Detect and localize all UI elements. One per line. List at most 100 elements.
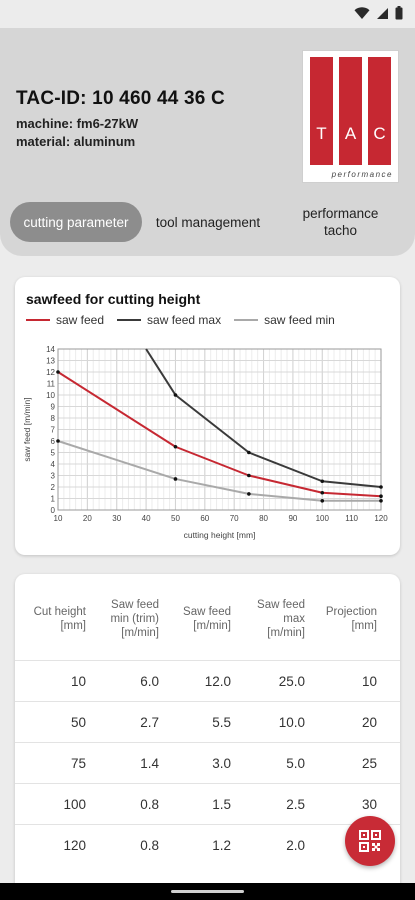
data-point: [173, 477, 178, 481]
column-header-saw-feed-min: Saw feed min (trim) [m/min]: [110, 599, 159, 639]
x-tick-label: 100: [316, 514, 330, 523]
y-tick-label: 14: [46, 345, 55, 354]
data-point: [247, 450, 251, 455]
x-tick-label: 10: [54, 514, 63, 523]
tab-performance-tacho[interactable]: performance tacho: [302, 206, 379, 238]
tab-bar: cutting parameter tool management perfor…: [10, 202, 410, 242]
home-gesture-handle[interactable]: [171, 890, 244, 893]
y-tick-label: 11: [47, 380, 56, 389]
system-nav-bar: [0, 883, 415, 900]
y-tick-label: 2: [51, 483, 56, 492]
svg-text:T: T: [316, 124, 326, 143]
tab-tool-management[interactable]: tool management: [155, 214, 261, 230]
legend-label: saw feed min: [264, 313, 335, 327]
wifi-icon: [354, 6, 370, 19]
series-line-0: [57, 371, 382, 498]
saw-feed-min-cell: 1.4: [140, 756, 159, 771]
saw-feed-cell: 1.2: [212, 838, 231, 853]
chart-card: sawfeed for cutting height saw feed saw …: [15, 277, 400, 555]
column-header-cut-height: Cut height [mm]: [33, 606, 86, 632]
header-panel: TAC-ID: 10 460 44 36 C machine: fm6-27kW…: [0, 28, 415, 256]
svg-text:performance: performance: [331, 170, 393, 179]
legend-label: saw feed: [56, 313, 105, 327]
legend-item-saw-feed[interactable]: saw feed: [26, 313, 104, 327]
cut-height-cell: 100: [63, 797, 86, 812]
svg-text:C: C: [373, 124, 385, 143]
y-axis-label: saw feed [m/min]: [22, 397, 32, 461]
x-axis-label: cutting height [mm]: [184, 530, 256, 540]
data-point: [320, 490, 325, 495]
saw-feed-cell: 5.5: [212, 715, 231, 730]
saw-feed-max-cell: 2.0: [286, 838, 305, 853]
saw-feed-min-cell: 2.7: [140, 715, 159, 730]
y-tick-label: 12: [46, 368, 55, 377]
data-point: [56, 370, 60, 374]
saw-feed-cell: 12.0: [204, 674, 231, 689]
y-tick-label: 13: [46, 357, 55, 366]
projection-cell: 20: [361, 715, 377, 730]
status-bar: [0, 0, 415, 28]
data-point: [173, 393, 178, 397]
saw-feed-min-cell: 0.8: [140, 838, 159, 853]
saw-feed-max-cell: 2.5: [286, 797, 305, 812]
x-tick-label: 70: [230, 514, 239, 523]
data-point: [320, 479, 325, 484]
battery-icon: [395, 6, 403, 20]
data-point: [247, 492, 251, 496]
tac-logo: T A C performance: [302, 50, 399, 183]
data-point: [379, 485, 383, 489]
signal-icon: [377, 7, 388, 19]
qr-code-icon: [359, 830, 381, 852]
material-label: material: aluminum: [16, 134, 136, 149]
column-header-saw-feed: Saw feed [m/min]: [183, 606, 231, 632]
series-line-2: [57, 440, 381, 502]
saw-feed-cell: 1.5: [212, 797, 231, 812]
y-tick-label: 6: [51, 437, 56, 446]
qr-code-button[interactable]: [345, 816, 395, 866]
projection-cell: 10: [361, 674, 377, 689]
legend-swatch: [234, 319, 259, 321]
data-point: [379, 494, 383, 498]
saw-feed-max-cell: 10.0: [278, 715, 305, 730]
saw-feed-cell: 3.0: [212, 756, 231, 771]
legend-swatch: [26, 319, 50, 321]
line-chart: 10 20 30 40 50 60 70 80 90 100 110 1200123456789101…: [22, 345, 388, 540]
legend-swatch: [117, 319, 142, 321]
x-tick-label: 40: [142, 514, 151, 523]
data-table-card: Cut height [mm] Saw feed min (trim) [m/min]…: [15, 574, 400, 900]
table-row: 50 2.7 5.5 10.0 20: [15, 701, 400, 742]
data-point: [173, 444, 178, 449]
plot-frame: [57, 348, 382, 511]
table-row: 10 6.0 12.0 25.0 10: [15, 660, 400, 701]
data-point: [320, 499, 325, 503]
y-tick-label: 0: [51, 506, 56, 515]
projection-cell: 25: [361, 756, 377, 771]
tab-cutting-parameter[interactable]: cutting parameter: [10, 202, 142, 242]
x-tick-label: 80: [259, 514, 268, 523]
legend-item-saw-feed-max[interactable]: saw feed max: [117, 313, 221, 327]
cut-height-cell: 120: [63, 838, 86, 853]
column-header-projection: Projection [mm]: [325, 606, 377, 632]
projection-cell: 30: [361, 797, 377, 812]
legend-item-saw-feed-min[interactable]: saw feed min: [234, 313, 335, 327]
y-tick-label: 5: [51, 449, 56, 458]
data-point: [379, 499, 383, 503]
y-tick-label: 9: [51, 403, 56, 412]
data-point: [56, 439, 60, 443]
tac-id-title: TAC-ID: 10 460 44 36 C: [16, 88, 225, 109]
saw-feed-max-cell: 5.0: [286, 756, 305, 771]
y-tick-label: 7: [51, 426, 56, 435]
x-tick-label: 50: [171, 514, 180, 523]
x-tick-label: 120: [374, 514, 388, 523]
x-tick-label: 60: [200, 514, 209, 523]
saw-feed-max-cell: 25.0: [278, 674, 305, 689]
data-point: [247, 473, 251, 478]
y-tick-label: 10: [46, 391, 55, 400]
x-tick-label: 20: [83, 514, 92, 523]
column-header-saw-feed-max: Saw feed max [m/min]: [257, 599, 305, 639]
legend-label: saw feed max: [147, 313, 222, 327]
y-tick-label: 8: [51, 414, 56, 423]
table-header: Cut height [mm] Saw feed min (trim) [m/min]…: [15, 598, 400, 658]
status-icons: [354, 6, 403, 20]
